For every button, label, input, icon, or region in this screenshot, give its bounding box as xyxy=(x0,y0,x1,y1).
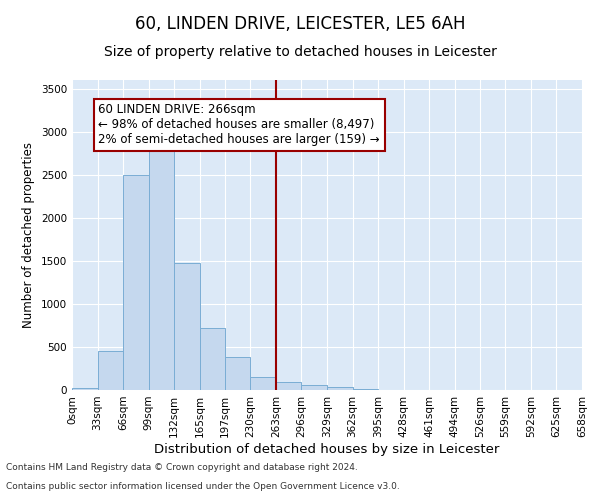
Bar xyxy=(353,389,378,390)
Text: 60 LINDEN DRIVE: 266sqm
← 98% of detached houses are smaller (8,497)
2% of semi-: 60 LINDEN DRIVE: 266sqm ← 98% of detache… xyxy=(98,104,380,146)
Bar xyxy=(123,174,149,390)
Text: Contains public sector information licensed under the Open Government Licence v3: Contains public sector information licen… xyxy=(6,482,400,491)
Bar xyxy=(98,351,123,390)
Bar xyxy=(301,385,327,390)
Bar xyxy=(327,388,353,390)
Bar xyxy=(224,358,250,390)
Bar xyxy=(200,328,224,390)
Text: 60, LINDEN DRIVE, LEICESTER, LE5 6AH: 60, LINDEN DRIVE, LEICESTER, LE5 6AH xyxy=(135,15,465,33)
Y-axis label: Number of detached properties: Number of detached properties xyxy=(22,142,35,328)
Bar xyxy=(72,388,98,390)
Text: Size of property relative to detached houses in Leicester: Size of property relative to detached ho… xyxy=(104,45,496,59)
Bar xyxy=(276,382,301,390)
Bar xyxy=(250,376,276,390)
Text: Contains HM Land Registry data © Crown copyright and database right 2024.: Contains HM Land Registry data © Crown c… xyxy=(6,464,358,472)
Bar xyxy=(149,144,175,390)
Bar xyxy=(175,262,200,390)
X-axis label: Distribution of detached houses by size in Leicester: Distribution of detached houses by size … xyxy=(154,442,500,456)
